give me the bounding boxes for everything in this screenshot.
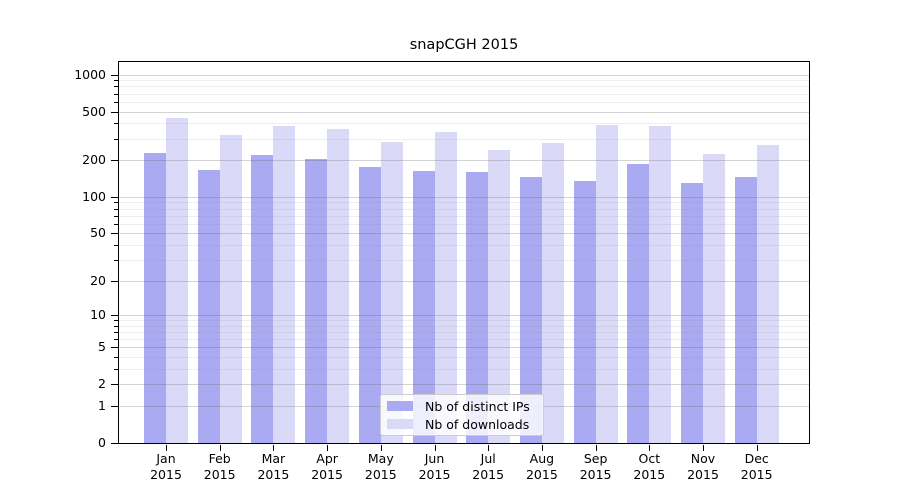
x-tick-jun-2015 <box>434 445 436 451</box>
bar-downloads-aug-2015 <box>541 143 564 443</box>
bar-downloads-jun-2015 <box>434 131 457 443</box>
x-tick-mar-2015 <box>273 445 275 451</box>
y-label-0: 0 <box>98 435 106 450</box>
y-tick-20 <box>111 280 118 282</box>
bar-distinct-ips-nov-2015 <box>681 183 703 443</box>
x-label-aug-2015: Aug 2015 <box>525 451 558 482</box>
y-tick-1000 <box>111 74 118 76</box>
x-tick-dec-2015 <box>756 445 758 451</box>
y-tick-1 <box>111 406 118 407</box>
x-label-may-2015: May 2015 <box>364 451 397 482</box>
x-label-dec-2015: Dec 2015 <box>740 451 773 482</box>
x-label-jan-2015: Jan 2015 <box>150 451 182 482</box>
bar-downloads-feb-2015 <box>219 135 242 443</box>
y-tick-minor-800 <box>114 86 118 88</box>
bar-distinct-ips-sep-2015 <box>573 180 596 443</box>
bar-downloads-jan-2015 <box>166 118 188 443</box>
bar-downloads-jul-2015 <box>488 149 511 443</box>
x-tick-jul-2015 <box>488 445 490 451</box>
y-tick-minor-60 <box>114 223 118 225</box>
bar-downloads-oct-2015 <box>649 126 672 443</box>
y-tick-minor-40 <box>114 245 118 246</box>
bar-distinct-ips-apr-2015 <box>305 158 328 443</box>
plot-area: Nb of distinct IPs Nb of downloads <box>118 61 810 444</box>
x-tick-jan-2015 <box>166 445 167 451</box>
y-tick-minor-80 <box>114 208 118 210</box>
legend-label-distinct-ips: Nb of distinct IPs <box>425 398 530 414</box>
y-tick-minor-90 <box>114 202 118 204</box>
bar-distinct-ips-jan-2015 <box>144 152 166 443</box>
bar-distinct-ips-jul-2015 <box>466 172 489 443</box>
y-label-1: 1 <box>98 398 106 413</box>
x-label-jul-2015: Jul 2015 <box>472 451 505 482</box>
y-label-5: 5 <box>98 339 106 355</box>
x-tick-aug-2015 <box>541 445 543 451</box>
y-label-100: 100 <box>82 188 106 204</box>
y-tick-2 <box>111 384 118 386</box>
bar-downloads-mar-2015 <box>273 125 296 443</box>
y-tick-minor-6 <box>114 339 118 341</box>
y-tick-minor-4 <box>114 357 118 359</box>
y-tick-500 <box>111 111 118 113</box>
y-tick-minor-700 <box>114 93 118 95</box>
y-tick-minor-900 <box>114 80 118 82</box>
bar-distinct-ips-jun-2015 <box>412 170 435 443</box>
y-tick-minor-400 <box>114 123 118 125</box>
legend: Nb of distinct IPs Nb of downloads <box>380 394 544 436</box>
bar-distinct-ips-oct-2015 <box>627 164 650 443</box>
y-label-50: 50 <box>90 225 106 241</box>
x-label-jun-2015: Jun 2015 <box>418 451 451 482</box>
bar-distinct-ips-dec-2015 <box>734 176 757 443</box>
y-tick-minor-7 <box>114 332 118 334</box>
y-tick-minor-70 <box>114 215 118 217</box>
y-tick-50 <box>111 233 118 235</box>
bar-distinct-ips-aug-2015 <box>519 176 542 443</box>
x-label-apr-2015: Apr 2015 <box>311 451 343 482</box>
y-tick-200 <box>111 160 118 162</box>
bar-downloads-apr-2015 <box>327 129 350 443</box>
legend-item-distinct-ips: Nb of distinct IPs <box>387 397 537 415</box>
bar-downloads-nov-2015 <box>703 153 725 443</box>
x-label-nov-2015: Nov 2015 <box>687 451 719 482</box>
y-tick-5 <box>111 347 118 349</box>
y-tick-minor-8 <box>114 325 118 327</box>
x-label-mar-2015: Mar 2015 <box>257 451 290 482</box>
bar-distinct-ips-feb-2015 <box>197 170 220 443</box>
bar-distinct-ips-may-2015 <box>358 166 381 443</box>
y-label-500: 500 <box>82 103 106 119</box>
y-tick-minor-9 <box>114 320 118 322</box>
legend-swatch-downloads <box>387 419 413 429</box>
bar-downloads-may-2015 <box>380 142 403 443</box>
bars-layer <box>119 62 809 443</box>
legend-item-downloads: Nb of downloads <box>387 415 537 433</box>
x-tick-may-2015 <box>380 445 382 451</box>
x-tick-oct-2015 <box>649 445 651 451</box>
y-label-2: 2 <box>98 376 106 392</box>
y-tick-0 <box>111 443 118 444</box>
y-label-1000: 1000 <box>74 66 106 82</box>
x-label-oct-2015: Oct 2015 <box>633 451 666 482</box>
y-tick-10 <box>111 315 118 317</box>
y-tick-100 <box>111 196 118 198</box>
y-label-200: 200 <box>82 152 106 168</box>
y-tick-minor-3 <box>114 369 118 371</box>
y-label-20: 20 <box>90 272 106 288</box>
x-tick-sep-2015 <box>595 445 597 451</box>
x-tick-nov-2015 <box>703 445 704 451</box>
y-tick-minor-600 <box>114 101 118 103</box>
x-tick-apr-2015 <box>327 445 329 451</box>
x-label-sep-2015: Sep 2015 <box>579 451 612 482</box>
chart-title: snapCGH 2015 <box>409 37 519 53</box>
x-tick-feb-2015 <box>219 445 221 451</box>
y-tick-minor-30 <box>114 259 118 261</box>
bar-downloads-dec-2015 <box>756 145 779 443</box>
x-label-feb-2015: Feb 2015 <box>203 451 236 482</box>
bar-downloads-sep-2015 <box>595 124 618 443</box>
y-tick-minor-300 <box>114 138 118 140</box>
legend-label-downloads: Nb of downloads <box>425 416 530 432</box>
legend-swatch-distinct-ips <box>387 401 413 411</box>
bar-distinct-ips-mar-2015 <box>251 154 274 443</box>
y-label-10: 10 <box>90 307 106 323</box>
